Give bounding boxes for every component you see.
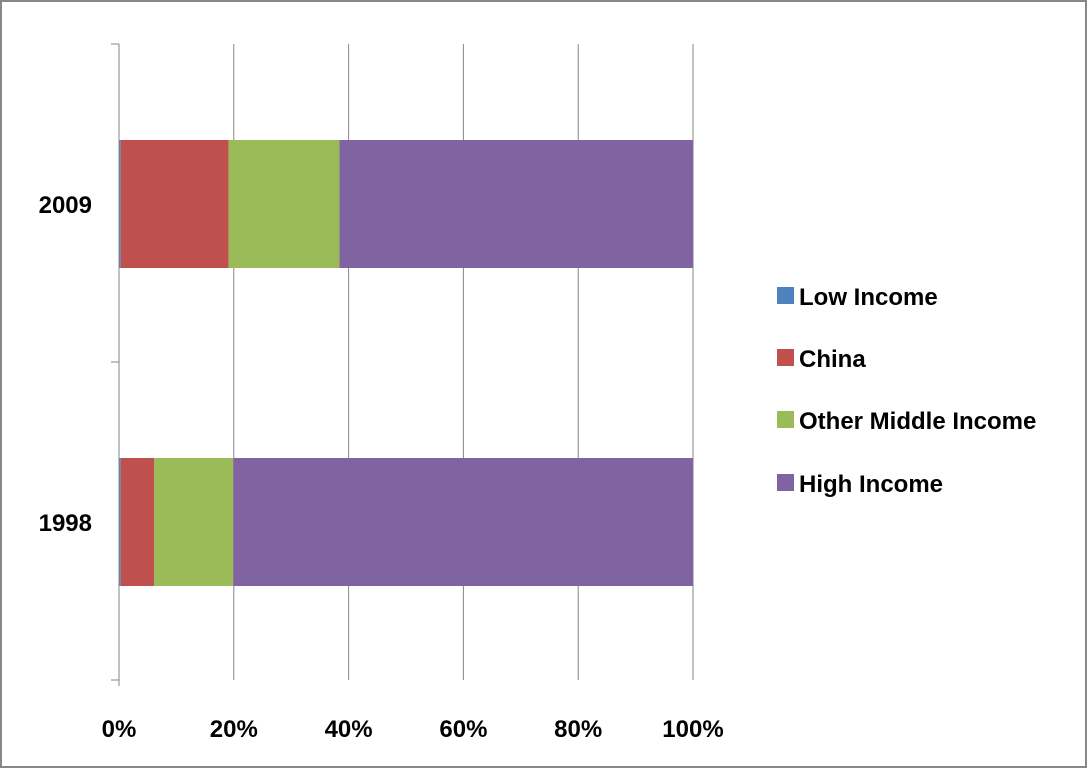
legend-swatch: [777, 474, 794, 491]
bar-segment: [228, 140, 340, 268]
legend-swatch: [777, 411, 794, 428]
legend-swatch: [777, 287, 794, 304]
bar-segment: [154, 458, 234, 586]
x-tick-label: 60%: [439, 716, 487, 743]
x-tick-label: 80%: [554, 716, 602, 743]
y-tick-label: 2009: [39, 192, 92, 219]
axes: 0% 20% 40% 60% 80% 100% 1998 2009: [39, 43, 724, 743]
x-tick-label: 100%: [662, 716, 723, 743]
bar-segment: [120, 458, 155, 586]
bar-segment: [119, 140, 121, 268]
legend-label: High Income: [799, 471, 943, 498]
bars: [119, 140, 693, 586]
bar-segment: [233, 458, 693, 586]
legend-label: Other Middle Income: [799, 408, 1036, 435]
x-tick-label: 20%: [210, 716, 258, 743]
legend-label: China: [799, 346, 866, 373]
x-tick-label: 40%: [325, 716, 373, 743]
bar-segment: [120, 140, 229, 268]
bar-segment: [339, 140, 693, 268]
legend-swatch: [777, 349, 794, 366]
legend: Low Income China Other Middle Income High I…: [777, 284, 1036, 498]
legend-label: Low Income: [799, 284, 938, 311]
y-tick-label: 1998: [39, 510, 92, 537]
bar-segment: [119, 458, 121, 586]
x-tick-label: 0%: [102, 716, 137, 743]
